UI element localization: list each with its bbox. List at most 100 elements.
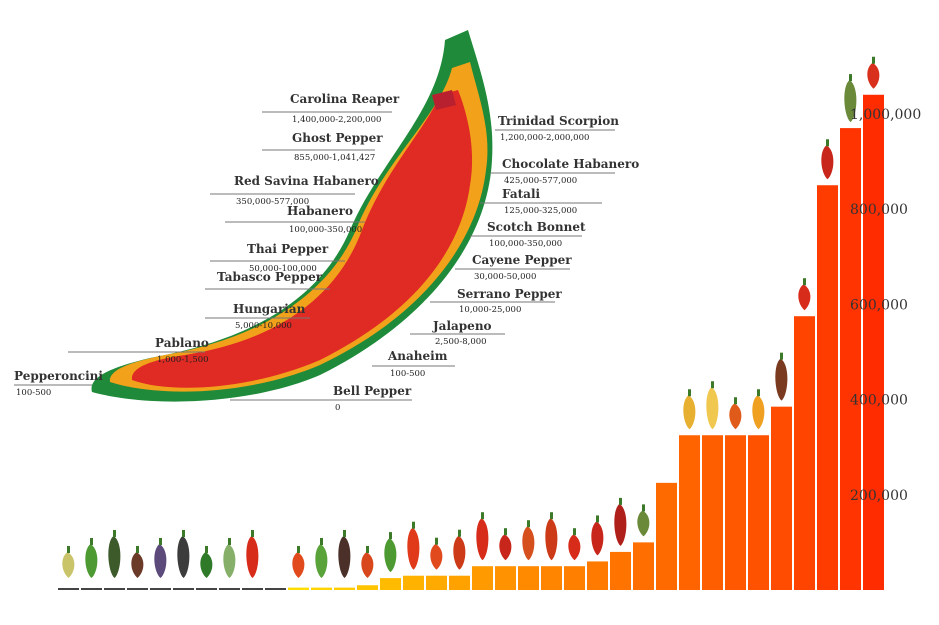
bar-32 xyxy=(771,406,792,590)
pepper-range-red-savina-habanero: 350,000-577,000 xyxy=(236,197,309,207)
y-tick-label-4: 800,000 xyxy=(850,202,908,218)
bar-1 xyxy=(58,588,79,590)
pepper-stem-11 xyxy=(320,538,323,545)
bar-series xyxy=(58,94,884,590)
pepper-range-anaheim: 100-500 xyxy=(390,369,425,379)
pepper-range-jalapeno: 2,500-8,000 xyxy=(435,337,487,347)
bar-33 xyxy=(794,316,815,590)
pepper-stem-14 xyxy=(389,532,392,540)
pepper-name-thai-pepper: Thai Pepper xyxy=(247,242,329,256)
pepper-stem-23 xyxy=(596,515,599,523)
pepper-stem-16 xyxy=(435,537,438,545)
pepper-icon-11 xyxy=(315,544,328,578)
bar-21 xyxy=(518,566,539,590)
pepper-range-trinidad-scorpion: 1,200,000-2,000,000 xyxy=(500,133,589,143)
pepper-stem-13 xyxy=(366,546,369,553)
pepper-name-carolina-reaper: Carolina Reaper xyxy=(290,92,400,106)
bar-28 xyxy=(679,435,700,590)
pepper-icon-27 xyxy=(706,387,719,430)
pepper-stem-32 xyxy=(826,139,829,147)
bar-18 xyxy=(449,575,470,590)
pepper-stem-10 xyxy=(297,546,300,553)
pepper-range-ghost-pepper: 855,000-1,041,427 xyxy=(294,153,375,163)
pepper-name-scotch-bonnet: Scotch Bonnet xyxy=(487,220,586,234)
chili-inner-red xyxy=(131,90,473,388)
pepper-stem-21 xyxy=(550,512,553,520)
pepper-stem-24 xyxy=(619,497,622,505)
pepper-name-bell-pepper: Bell Pepper xyxy=(333,384,412,398)
pepper-range-habanero: 100,000-350,000 xyxy=(289,225,362,235)
bar-11 xyxy=(288,587,309,590)
pepper-stem-6 xyxy=(182,530,185,537)
bar-36 xyxy=(863,94,884,590)
bar-20 xyxy=(495,566,516,590)
bar-6 xyxy=(173,588,194,590)
pepper-name-fatali: Fatali xyxy=(502,187,541,201)
pepper-icon-19 xyxy=(499,534,512,561)
pepper-stem-2 xyxy=(90,538,93,545)
pepper-range-scotch-bonnet: 100,000-350,000 xyxy=(489,239,562,249)
bar-7 xyxy=(196,588,217,590)
bar-29 xyxy=(702,435,723,590)
bar-2 xyxy=(81,588,102,590)
pepper-icon-18 xyxy=(476,518,489,561)
pepper-range-pablano: 1,000-1,500 xyxy=(157,355,209,365)
pepper-icon-2 xyxy=(85,544,98,578)
bar-22 xyxy=(541,566,562,590)
pepper-icon-12 xyxy=(338,536,351,578)
pepper-icon-16 xyxy=(430,543,443,570)
bar-27 xyxy=(656,482,677,590)
bar-13 xyxy=(334,587,355,590)
pepper-stem-17 xyxy=(458,529,461,537)
pepper-icon-15 xyxy=(407,527,420,570)
pepper-stem-28 xyxy=(734,397,737,405)
pepper-icon-3 xyxy=(108,536,121,578)
bar-31 xyxy=(748,435,769,590)
bar-23 xyxy=(564,566,585,590)
pepper-stem-22 xyxy=(573,528,576,536)
pepper-icon-10 xyxy=(292,552,305,578)
pepper-stem-5 xyxy=(159,538,162,545)
bar-3 xyxy=(104,588,125,590)
bar-9 xyxy=(242,588,263,590)
bar-24 xyxy=(587,561,608,590)
pepper-name-serrano-pepper: Serrano Pepper xyxy=(457,287,562,301)
pepper-stem-7 xyxy=(205,546,208,553)
pepper-stem-12 xyxy=(343,530,346,537)
pepper-range-serrano-pepper: 10,000-25,000 xyxy=(459,305,521,315)
y-tick-label-2: 400,000 xyxy=(850,393,908,409)
pepper-icon-30 xyxy=(775,358,788,401)
pepper-icon-24 xyxy=(614,503,627,546)
pepper-range-bell-pepper: 0 xyxy=(335,403,340,413)
pepper-icons xyxy=(62,56,880,578)
pepper-stem-15 xyxy=(412,521,415,529)
pepper-icon-7 xyxy=(200,552,213,578)
pepper-name-cayene-pepper: Cayene Pepper xyxy=(472,253,572,267)
pepper-name-chocolate-habanero: Chocolate Habanero xyxy=(502,157,639,171)
pepper-stem-26 xyxy=(688,389,691,397)
pepper-icon-13 xyxy=(361,552,374,578)
bar-15 xyxy=(380,578,401,590)
pepper-stem-34 xyxy=(872,56,875,64)
pepper-range-carolina-reaper: 1,400,000-2,200,000 xyxy=(292,115,381,125)
pepper-range-cayene-pepper: 30,000-50,000 xyxy=(474,272,536,282)
pepper-name-pablano: Pablano xyxy=(155,336,209,350)
bar-16 xyxy=(403,575,424,590)
pepper-icon-21 xyxy=(545,518,558,561)
chili-stem xyxy=(432,90,456,110)
pepper-icon-34 xyxy=(867,62,880,89)
pepper-stem-18 xyxy=(481,512,484,520)
bar-5 xyxy=(150,588,171,590)
pepper-icon-23 xyxy=(591,521,604,556)
pepper-range-pepperoncini: 100-500 xyxy=(16,388,51,398)
pepper-icon-9 xyxy=(246,536,259,578)
pepper-icon-20 xyxy=(522,526,535,561)
pepper-stem-27 xyxy=(711,381,714,389)
pepper-stem-29 xyxy=(757,389,760,397)
y-tick-label-3: 600,000 xyxy=(850,297,908,313)
big-chili-illustration xyxy=(91,30,493,402)
pepper-name-hungarian: Hungarian xyxy=(233,302,306,316)
pepper-name-jalapeno: Jalapeno xyxy=(432,319,492,333)
pepper-range-thai-pepper: 50,000-100,000 xyxy=(249,264,317,274)
